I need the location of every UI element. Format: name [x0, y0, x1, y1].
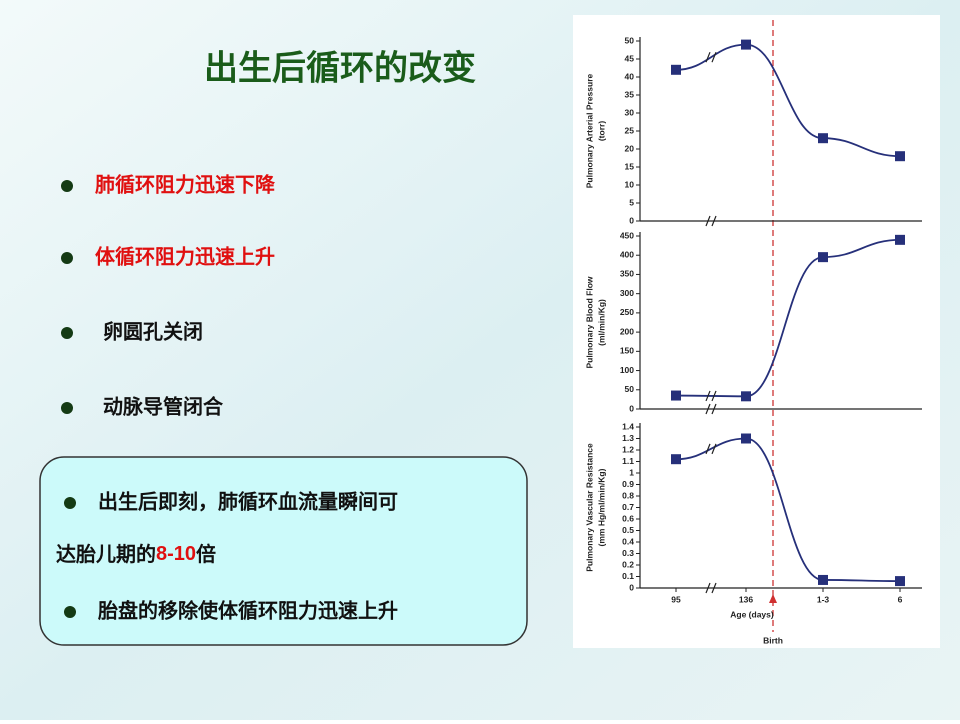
- box-text: 达胎儿期的: [56, 542, 156, 566]
- note-box: 出生后即刻，肺循环血流量瞬间可 达胎儿期的8-10倍 胎盘的移除使体循环阻力迅速…: [39, 456, 528, 646]
- data-point: [818, 252, 828, 263]
- bullet-text: 肺循环阻力迅速下降: [95, 173, 276, 197]
- y-tick-label: 15: [625, 161, 635, 171]
- data-point: [895, 576, 905, 587]
- bullet-dot: [64, 606, 76, 618]
- y-axis-label: (torr): [596, 121, 606, 141]
- axis-break: [705, 215, 717, 227]
- y-tick-label: 40: [625, 71, 635, 81]
- emphasis: 8-10: [156, 543, 196, 565]
- data-line: [675, 238, 901, 398]
- y-tick-label: 35: [625, 89, 635, 99]
- bullet-text: 体循环阻力迅速上升: [95, 245, 275, 269]
- x-tick-label: 1-3: [817, 594, 830, 604]
- y-tick-label: 0: [629, 215, 634, 225]
- data-point: [741, 433, 751, 444]
- axis-break: [705, 403, 717, 415]
- chart-panel: [573, 15, 940, 648]
- y-axis-label: Pulmonary Blood Flow: [584, 276, 594, 368]
- y-tick-label: 200: [620, 326, 634, 336]
- y-tick-label: 0.5: [622, 525, 634, 535]
- data-point: [671, 390, 681, 401]
- axis-break: [705, 390, 717, 402]
- y-tick-label: 1: [629, 467, 634, 477]
- bullet-text: 卵圆孔关闭: [103, 320, 203, 344]
- y-tick-label: 1.1: [622, 456, 634, 466]
- bullet-dot: [61, 252, 73, 264]
- y-tick-label: 1.2: [622, 444, 634, 454]
- box-text: 胎盘的移除使体循环阻力迅速上升: [97, 599, 398, 623]
- data-point: [741, 39, 751, 50]
- y-tick-label: 100: [620, 365, 634, 375]
- y-tick-label: 300: [620, 288, 634, 298]
- bullet-dot: [61, 180, 73, 192]
- birth-marker: [769, 594, 777, 603]
- slide-title: 出生后循环的改变: [204, 49, 476, 89]
- y-axis-label: Pulmonary Arterial Pressure: [584, 73, 594, 188]
- bullet-dot: [61, 327, 73, 339]
- y-tick-label: 150: [620, 346, 634, 356]
- box-text: 出生后即刻，肺循环血流量瞬间可: [98, 490, 398, 514]
- y-tick-label: 50: [625, 35, 635, 45]
- y-tick-label: 450: [620, 230, 634, 240]
- y-tick-label: 350: [620, 269, 634, 279]
- axis-break: [705, 443, 717, 455]
- y-tick-label: 0.3: [622, 548, 634, 558]
- y-tick-label: 50: [625, 384, 635, 394]
- bullet-dot: [64, 497, 76, 509]
- birth-label: Birth: [763, 635, 783, 645]
- y-tick-label: 10: [625, 179, 635, 189]
- y-tick-label: 30: [625, 107, 635, 117]
- data-point: [818, 133, 828, 144]
- y-tick-label: 0.2: [622, 559, 634, 569]
- data-point: [741, 391, 751, 402]
- y-tick-label: 0.7: [622, 502, 634, 512]
- x-axis-label: Age (days): [730, 609, 774, 619]
- data-line: [675, 43, 901, 158]
- y-tick-label: 25: [625, 125, 635, 135]
- y-tick-label: 20: [625, 143, 635, 153]
- y-tick-label: 400: [620, 249, 634, 259]
- y-axis-label: (mm Hg/ml/min/Kg): [596, 468, 606, 546]
- box-text: 倍: [196, 542, 216, 566]
- data-point: [895, 234, 905, 245]
- y-tick-label: 0.8: [622, 490, 634, 500]
- data-point: [671, 454, 681, 465]
- data-point: [671, 64, 681, 75]
- bullet-list: 肺循环阻力迅速下降 体循环阻力迅速上升 卵圆孔关闭 动脉导管闭合: [61, 173, 276, 419]
- y-axis-label: (ml/min/Kg): [596, 299, 606, 346]
- axis-break: [705, 51, 717, 63]
- data-point: [895, 151, 905, 162]
- bullet-text: 动脉导管闭合: [103, 395, 224, 419]
- y-tick-label: 1.4: [622, 421, 634, 431]
- axis-break: [705, 582, 717, 594]
- y-tick-label: 0.1: [622, 571, 634, 581]
- y-tick-label: 0.9: [622, 479, 634, 489]
- x-tick-label: 6: [898, 594, 903, 604]
- x-tick-label: 136: [739, 594, 753, 604]
- y-axis-label: Pulmonary Vascular Resistance: [584, 443, 594, 572]
- y-tick-label: 0: [629, 582, 634, 592]
- box-frame: [39, 456, 528, 646]
- y-tick-label: 0.6: [622, 513, 634, 523]
- bullet-dot: [61, 402, 73, 414]
- y-tick-label: 45: [625, 53, 635, 63]
- data-point: [818, 574, 828, 585]
- y-tick-label: 5: [629, 197, 634, 207]
- y-tick-label: 250: [620, 307, 634, 317]
- y-tick-label: 1.3: [622, 433, 634, 443]
- y-tick-label: 0: [629, 403, 634, 413]
- x-tick-label: 95: [671, 594, 681, 604]
- y-tick-label: 0.4: [622, 536, 634, 546]
- box-text: 达胎儿期的8-10倍: [56, 542, 216, 566]
